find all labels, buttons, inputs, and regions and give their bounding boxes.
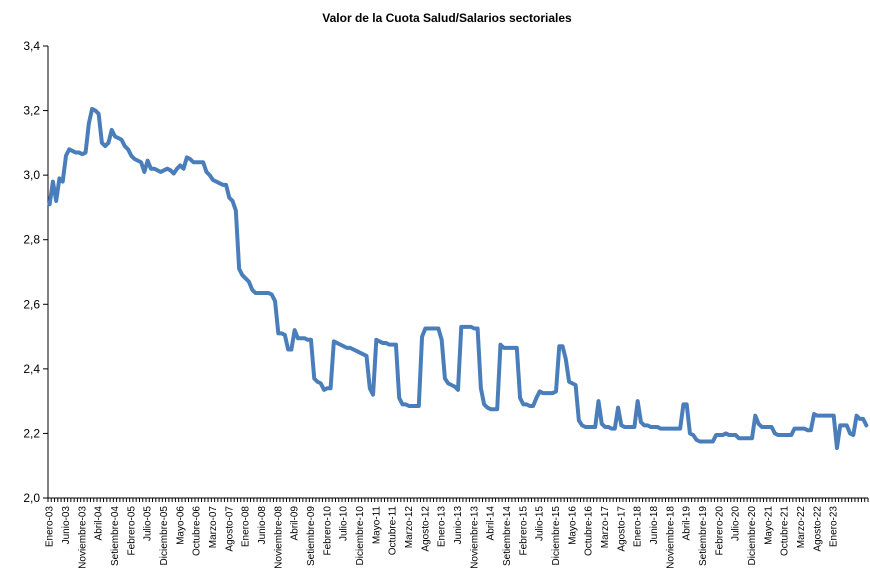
x-tick-label: Abril-09 (290, 506, 301, 541)
x-tick-label: Agosto-12 (420, 506, 431, 552)
y-tick-label: 3,0 (23, 168, 40, 182)
x-tick-label: Agosto-07 (224, 506, 235, 552)
x-tick-label: Junio-03 (61, 506, 72, 545)
x-tick-label: Mayo-06 (175, 506, 186, 545)
x-tick-label: Noviembre-08 (273, 506, 284, 569)
x-tick-label: Mayo-16 (567, 506, 578, 545)
x-tick-label: Mayo-21 (763, 506, 774, 545)
x-tick-label: Agosto-17 (616, 506, 627, 552)
x-tick-label: Febrero-15 (518, 506, 529, 556)
x-tick-label: Diciembre-15 (551, 506, 562, 566)
x-tick-label: Octubre-11 (388, 506, 399, 556)
x-tick-label: Abril-19 (682, 506, 693, 541)
x-tick-label: Junio-08 (257, 506, 268, 545)
x-tick-label: Febrero-20 (714, 506, 725, 556)
y-tick-label: 2,8 (23, 233, 40, 247)
x-tick-label: Abril-04 (94, 506, 105, 541)
x-tick-label: Noviembre-18 (665, 506, 676, 569)
x-tick-label: Julio-15 (535, 506, 546, 541)
x-tick-label: Marzo-12 (404, 506, 415, 549)
series-line (47, 106, 869, 450)
x-tick-label: Setiembre-14 (502, 506, 513, 566)
x-tick-label: Mayo-11 (371, 506, 382, 545)
x-tick-label: Julio-20 (731, 506, 742, 541)
x-tick-label: Octubre-21 (780, 506, 791, 556)
x-tick-label: Octubre-16 (584, 506, 595, 556)
x-tick-label: Noviembre-03 (77, 506, 88, 569)
x-tick-label: Enero-13 (437, 506, 448, 548)
plot-area (47, 106, 869, 450)
x-tick-label: Diciembre-20 (747, 506, 758, 566)
x-axis: Enero-03 Junio-03 Noviembre-03 Abril-04 Seti… (45, 497, 869, 569)
x-tick-label: Enero-03 (45, 506, 56, 548)
y-axis: 2,0 2,2 2,4 2,6 2,8 3,0 3,2 3,4 (23, 39, 49, 505)
y-tick-label: 3,2 (23, 104, 40, 118)
x-tick-label: Junio-13 (453, 506, 464, 545)
y-tick-label: 2,4 (23, 362, 40, 376)
x-tick-label: Abril-14 (486, 506, 497, 541)
x-tick-label: Febrero-05 (126, 506, 137, 556)
x-tick-label: Noviembre-13 (469, 506, 480, 569)
x-tick-label: Enero-08 (241, 506, 252, 548)
x-tick-label: Setiembre-04 (110, 506, 121, 566)
chart-title: Valor de la Cuota Salud/Salarios sectori… (322, 11, 572, 25)
x-tick-label: Junio-18 (649, 506, 660, 545)
y-tick-label: 2,2 (23, 426, 40, 440)
x-tick-label: Marzo-17 (600, 506, 611, 549)
x-tick-label: Julio-05 (143, 506, 154, 541)
x-tick-label: Setiembre-19 (698, 506, 709, 566)
x-tick-label: Diciembre-05 (159, 506, 170, 566)
y-tick-label: 2,6 (23, 297, 40, 311)
x-tick-label: Febrero-10 (322, 506, 333, 556)
x-tick-label: Marzo-07 (208, 506, 219, 549)
y-tick-label: 2,0 (23, 491, 40, 505)
x-tick-label: Enero-18 (633, 506, 644, 548)
x-tick-label: Diciembre-10 (355, 506, 366, 566)
x-tick-label: Octubre-06 (192, 506, 203, 556)
x-tick-label: Setiembre-09 (306, 506, 317, 566)
y-tick-label: 3,4 (23, 39, 40, 53)
x-tick-label: Agosto-22 (812, 506, 823, 552)
x-tick-label: Julio-10 (339, 506, 350, 541)
x-tick-label: Enero-23 (829, 506, 840, 548)
x-tick-label: Marzo-22 (796, 506, 807, 549)
